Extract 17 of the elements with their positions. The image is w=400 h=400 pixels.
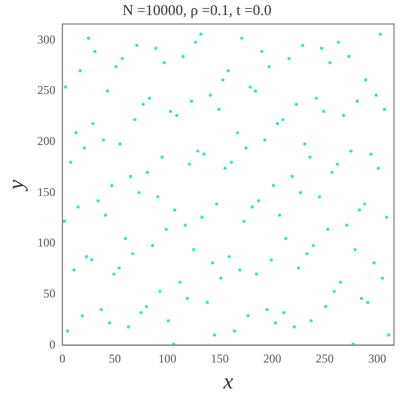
x-tick-label: 300 [368, 352, 386, 366]
y-tick-label: 200 [37, 134, 56, 148]
x-tick-label: 250 [316, 352, 334, 366]
y-tick-label: 300 [37, 32, 56, 46]
x-tick-label: 50 [108, 352, 121, 366]
x-tick-label: 150 [210, 352, 229, 366]
chart-title: N =10000, ρ =0.1, t =0.0 [122, 2, 272, 19]
y-tick-label: 100 [37, 236, 56, 250]
x-tick-label: 0 [59, 352, 66, 366]
x-tick-label: 100 [158, 352, 176, 366]
y-tick-label: 0 [49, 337, 56, 352]
y-tick-label: 150 [37, 184, 56, 199]
y-axis-title: y [2, 179, 28, 192]
y-tick-label: 50 [43, 286, 56, 301]
x-axis-title: x [222, 368, 234, 394]
x-tick-label: 200 [263, 352, 282, 366]
y-tick-label: 250 [37, 83, 56, 98]
